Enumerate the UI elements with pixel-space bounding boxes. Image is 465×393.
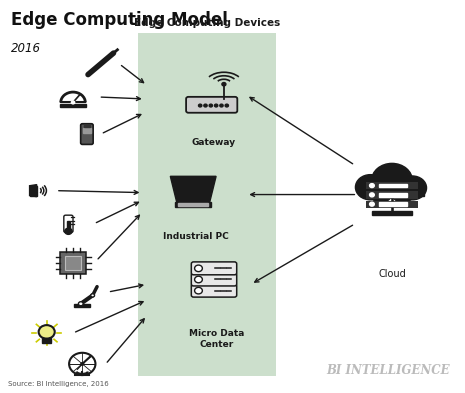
- Bar: [366, 191, 418, 198]
- Text: BI INTELLIGENCE: BI INTELLIGENCE: [326, 364, 450, 377]
- Text: Micro Data
Center: Micro Data Center: [189, 329, 244, 349]
- Text: Industrial PC: Industrial PC: [163, 231, 228, 241]
- Bar: [60, 104, 86, 107]
- Bar: [30, 186, 37, 196]
- Text: Source: BI Intelligence, 2016: Source: BI Intelligence, 2016: [8, 381, 109, 387]
- Polygon shape: [170, 176, 216, 202]
- Circle shape: [220, 104, 223, 107]
- Circle shape: [355, 174, 385, 200]
- FancyBboxPatch shape: [191, 284, 237, 297]
- Bar: [84, 125, 90, 127]
- Text: 2016: 2016: [11, 42, 40, 55]
- Circle shape: [71, 101, 75, 104]
- Circle shape: [209, 104, 213, 107]
- Bar: [372, 211, 412, 215]
- Polygon shape: [30, 185, 37, 196]
- FancyBboxPatch shape: [64, 215, 73, 232]
- Circle shape: [79, 302, 83, 306]
- Circle shape: [370, 184, 392, 202]
- Bar: [379, 193, 407, 197]
- Bar: [83, 128, 91, 133]
- Circle shape: [65, 228, 72, 234]
- Circle shape: [194, 287, 202, 294]
- Bar: [366, 200, 418, 208]
- Bar: [65, 256, 81, 270]
- Circle shape: [194, 265, 202, 272]
- Bar: [379, 202, 407, 206]
- Bar: [138, 33, 276, 376]
- FancyBboxPatch shape: [191, 262, 237, 275]
- Bar: [360, 189, 424, 196]
- Circle shape: [222, 83, 226, 86]
- Circle shape: [39, 325, 55, 339]
- Circle shape: [392, 184, 414, 202]
- Bar: [175, 202, 211, 207]
- FancyBboxPatch shape: [191, 273, 237, 286]
- Text: Cloud: Cloud: [378, 269, 406, 279]
- Text: Edge Computing Model: Edge Computing Model: [11, 11, 227, 29]
- Circle shape: [398, 176, 426, 200]
- Bar: [179, 203, 208, 206]
- Circle shape: [214, 104, 218, 107]
- FancyBboxPatch shape: [80, 124, 93, 144]
- Circle shape: [199, 104, 202, 107]
- Circle shape: [91, 294, 94, 297]
- Text: Edge Computing Devices: Edge Computing Devices: [134, 18, 280, 28]
- Circle shape: [370, 202, 374, 206]
- Circle shape: [194, 276, 202, 283]
- Bar: [366, 182, 418, 189]
- Bar: [379, 184, 407, 187]
- Circle shape: [370, 193, 374, 197]
- Bar: [42, 340, 51, 341]
- Bar: [74, 304, 90, 307]
- Text: Gateway: Gateway: [192, 138, 236, 147]
- Circle shape: [69, 353, 95, 375]
- Bar: [42, 342, 51, 343]
- Bar: [67, 220, 70, 230]
- FancyBboxPatch shape: [186, 97, 237, 113]
- Circle shape: [204, 104, 207, 107]
- Circle shape: [81, 363, 84, 365]
- Circle shape: [225, 104, 228, 107]
- Bar: [42, 338, 51, 340]
- Circle shape: [370, 184, 374, 187]
- Bar: [60, 252, 86, 274]
- Circle shape: [372, 163, 412, 198]
